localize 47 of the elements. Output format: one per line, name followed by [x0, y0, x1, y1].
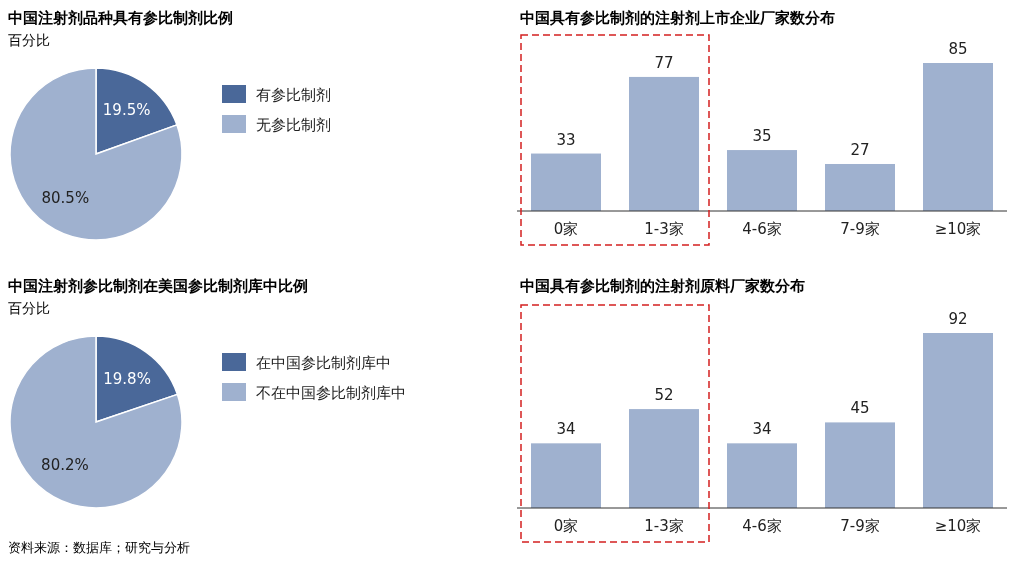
- data-label: 35: [752, 127, 772, 146]
- x-tick-label: ≥10家: [934, 517, 982, 535]
- x-tick-label: ≥10家: [934, 220, 982, 238]
- legend-label: 有参比制剂: [256, 86, 331, 104]
- data-label: 80.2%: [41, 456, 89, 475]
- legend-label: 无参比制剂: [256, 116, 331, 134]
- bar: [923, 333, 993, 508]
- bar: [825, 163, 895, 211]
- data-label: 19.8%: [103, 369, 151, 388]
- legend-label: 不在中国参比制剂库中: [256, 384, 406, 402]
- data-label: 34: [752, 420, 772, 439]
- x-tick-label: 0家: [553, 517, 579, 535]
- bar: [629, 409, 699, 508]
- data-label: 33: [556, 130, 576, 149]
- data-label: 27: [850, 140, 870, 159]
- bar: [531, 443, 601, 508]
- x-tick-label: 4-6家: [742, 517, 782, 535]
- x-tick-label: 7-9家: [840, 517, 880, 535]
- x-tick-label: 4-6家: [742, 220, 782, 238]
- data-label: 77: [654, 53, 674, 72]
- chart-subtitle: 百分比: [8, 300, 50, 316]
- data-label: 85: [948, 40, 968, 58]
- bar: [825, 422, 895, 508]
- bar: [727, 443, 797, 508]
- chart-subtitle: 百分比: [8, 32, 50, 48]
- data-label: 92: [948, 310, 968, 328]
- x-tick-label: 1-3家: [644, 220, 684, 238]
- bar: [923, 63, 993, 211]
- bar: [629, 76, 699, 211]
- x-tick-label: 7-9家: [840, 220, 880, 238]
- chart-title: 中国注射剂品种具有参比制剂比例: [8, 9, 233, 27]
- pie-slice: [9, 67, 183, 241]
- chart-title: 中国具有参比制剂的注射剂原料厂家数分布: [520, 277, 805, 295]
- text: 资料来源：数据库；研究与分析: [8, 540, 190, 555]
- data-label: 45: [850, 399, 870, 418]
- data-label: 80.5%: [41, 188, 90, 207]
- chart-title: 中国具有参比制剂的注射剂上市企业厂家数分布: [520, 9, 835, 27]
- x-tick-label: 1-3家: [644, 517, 684, 535]
- bar: [727, 150, 797, 211]
- legend-label: 在中国参比制剂库中: [256, 354, 391, 372]
- data-label: 52: [654, 386, 674, 405]
- pie-slice: [9, 335, 183, 509]
- chart-title: 中国注射剂参比制剂在美国参比制剂库中比例: [8, 277, 308, 295]
- data-label: 34: [556, 420, 576, 439]
- data-label: 19.5%: [102, 101, 151, 120]
- bar: [531, 153, 601, 211]
- x-tick-label: 0家: [553, 220, 579, 238]
